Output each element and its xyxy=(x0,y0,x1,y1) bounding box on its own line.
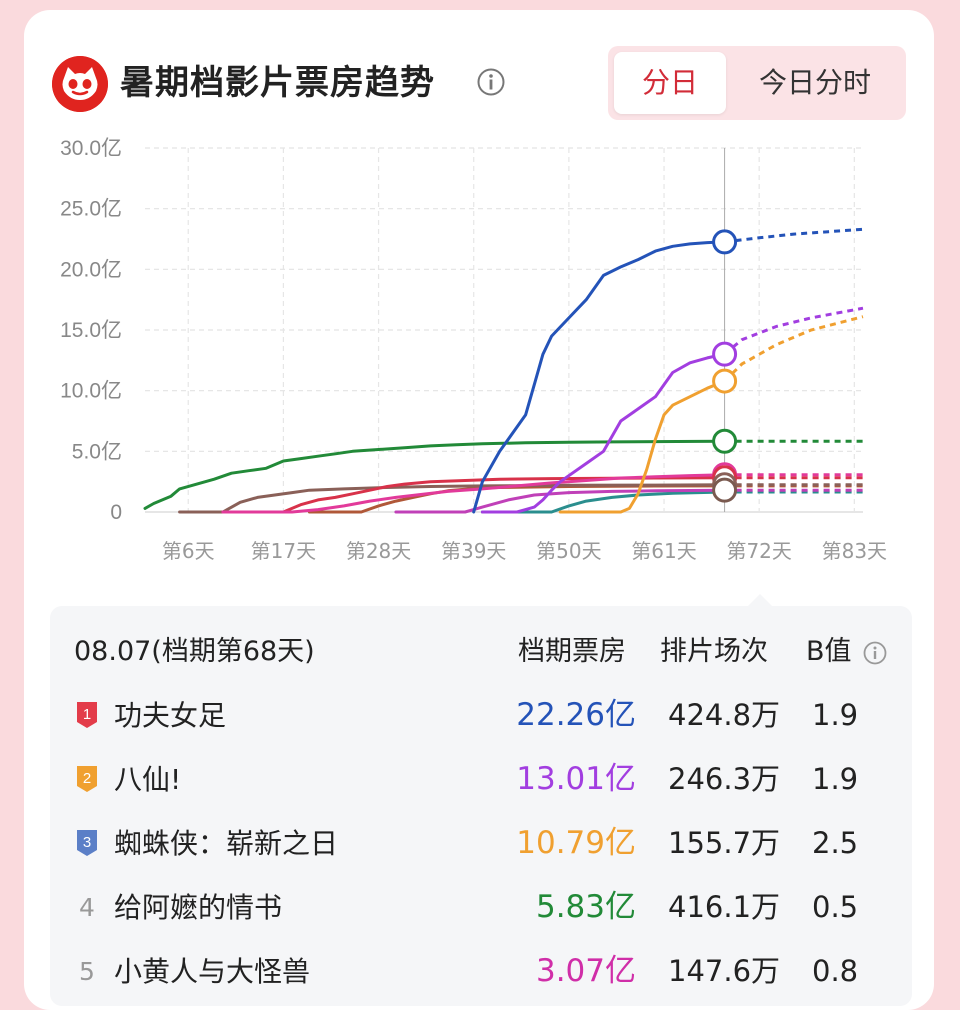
table-row[interactable]: 3 蜘蛛侠：崭新之日 10.79亿 155.7万 2.5 xyxy=(0,814,960,874)
y-tick-label: 30.0亿 xyxy=(60,137,122,160)
screenings-value: 416.1万 xyxy=(668,890,781,924)
movie-name: 小黄人与大怪兽 xyxy=(114,955,311,988)
y-tick-label: 5.0亿 xyxy=(72,440,122,463)
series-marker xyxy=(712,229,738,255)
y-tick-label: 20.0亿 xyxy=(60,258,122,281)
screenings-value: 147.6万 xyxy=(668,954,781,988)
detail-panel xyxy=(50,606,912,1006)
b-value: 1.9 xyxy=(812,698,859,732)
screenings-value: 246.3万 xyxy=(668,762,781,796)
info-icon[interactable] xyxy=(476,67,506,97)
x-tick-label: 第6天 xyxy=(162,539,215,563)
rank-number: 5 xyxy=(79,957,95,986)
series-marker xyxy=(712,477,738,503)
x-tick-label: 第72天 xyxy=(726,539,791,563)
y-tick-label: 15.0亿 xyxy=(60,319,122,342)
table-row[interactable]: 5 小黄人与大怪兽 3.07亿 147.6万 0.8 xyxy=(0,942,960,1002)
table-row[interactable]: 2 八仙! 13.01亿 246.3万 1.9 xyxy=(0,750,960,810)
screenings-value: 155.7万 xyxy=(668,826,781,860)
rank-number: 4 xyxy=(79,893,95,922)
rank-badge-icon: 3 xyxy=(77,830,97,856)
series-line xyxy=(221,473,727,514)
series-line xyxy=(472,240,727,514)
movie-name: 八仙! xyxy=(114,763,182,796)
table-row[interactable]: 1 功夫女足 22.26亿 424.8万 1.9 xyxy=(0,686,960,746)
b-value: 2.5 xyxy=(812,826,859,860)
y-tick-label: 10.0亿 xyxy=(60,380,122,403)
series-line xyxy=(221,476,727,514)
y-axis-ticks: 0 5.0亿 10.0亿 15.0亿 20.0亿 25.0亿 30.0亿 xyxy=(60,137,122,524)
x-axis-ticks: 第6天 第17天 第28天 第39天 第50天 第61天 第72天 第83天 xyxy=(162,539,887,563)
x-tick-label: 第28天 xyxy=(346,539,411,563)
movie-name: 给阿嬷的情书 xyxy=(114,891,283,924)
series-projection xyxy=(723,306,864,356)
column-header-box-office: 档期票房 xyxy=(518,636,626,667)
series-line xyxy=(143,439,727,510)
x-tick-label: 第39天 xyxy=(441,539,506,563)
date-label: 08.07(档期第68天) xyxy=(74,636,315,667)
series-line xyxy=(558,379,727,514)
series-line xyxy=(480,490,727,514)
current-day-markers xyxy=(712,229,738,503)
series-line xyxy=(178,483,727,514)
page-title: 暑期档影片票房趋势 xyxy=(120,63,435,103)
series-line xyxy=(394,488,727,514)
rank-badge-icon: 1 xyxy=(77,702,97,728)
tab-daily[interactable]: 分日 xyxy=(614,52,726,114)
x-tick-label: 第50天 xyxy=(536,539,601,563)
series-lines xyxy=(143,227,864,514)
screenings-value: 424.8万 xyxy=(668,698,781,732)
b-value: 1.9 xyxy=(812,762,859,796)
x-tick-label: 第61天 xyxy=(631,539,696,563)
column-header-b-value: B值 xyxy=(806,636,852,667)
series-projection xyxy=(723,315,864,383)
movie-name: 蜘蛛侠：崭新之日 xyxy=(114,827,339,860)
view-toggle: 分日 今日分时 xyxy=(608,46,906,120)
tab-today-hourly[interactable]: 今日分时 xyxy=(758,66,871,99)
box-office-value: 13.01亿 xyxy=(516,761,636,797)
b-value: 0.5 xyxy=(812,890,859,924)
x-tick-label: 第17天 xyxy=(251,539,316,563)
rank-badge-icon: 2 xyxy=(77,766,97,792)
series-marker xyxy=(712,368,738,394)
movie-name: 功夫女足 xyxy=(114,699,227,732)
box-office-value: 22.26亿 xyxy=(516,697,636,733)
chart-grid xyxy=(145,147,863,513)
series-line xyxy=(480,352,727,514)
maoyan-logo-icon xyxy=(52,56,108,112)
rank-number: 3 xyxy=(83,834,91,851)
b-value: 0.8 xyxy=(812,954,859,988)
box-office-trend-chart: 0 5.0亿 10.0亿 15.0亿 20.0亿 25.0亿 30.0亿 第6天 第17天 第2… xyxy=(60,137,887,563)
series-marker xyxy=(712,341,738,367)
column-header-screenings: 排片场次 xyxy=(660,636,768,667)
series-projection xyxy=(724,227,864,244)
box-office-value: 3.07亿 xyxy=(535,953,636,989)
y-tick-label: 25.0亿 xyxy=(60,198,122,221)
box-office-value: 10.79亿 xyxy=(516,825,636,861)
panel-pointer xyxy=(748,594,772,606)
x-tick-label: 第83天 xyxy=(822,539,887,563)
y-tick-label: 0 xyxy=(110,501,122,524)
rank-number: 2 xyxy=(83,770,91,787)
box-office-value: 5.83亿 xyxy=(535,889,636,925)
series-marker xyxy=(712,428,738,454)
table-row[interactable]: 4 给阿嬷的情书 5.83亿 416.1万 0.5 xyxy=(0,878,960,938)
b-value-info-icon[interactable] xyxy=(862,640,888,666)
rank-number: 1 xyxy=(83,706,91,723)
